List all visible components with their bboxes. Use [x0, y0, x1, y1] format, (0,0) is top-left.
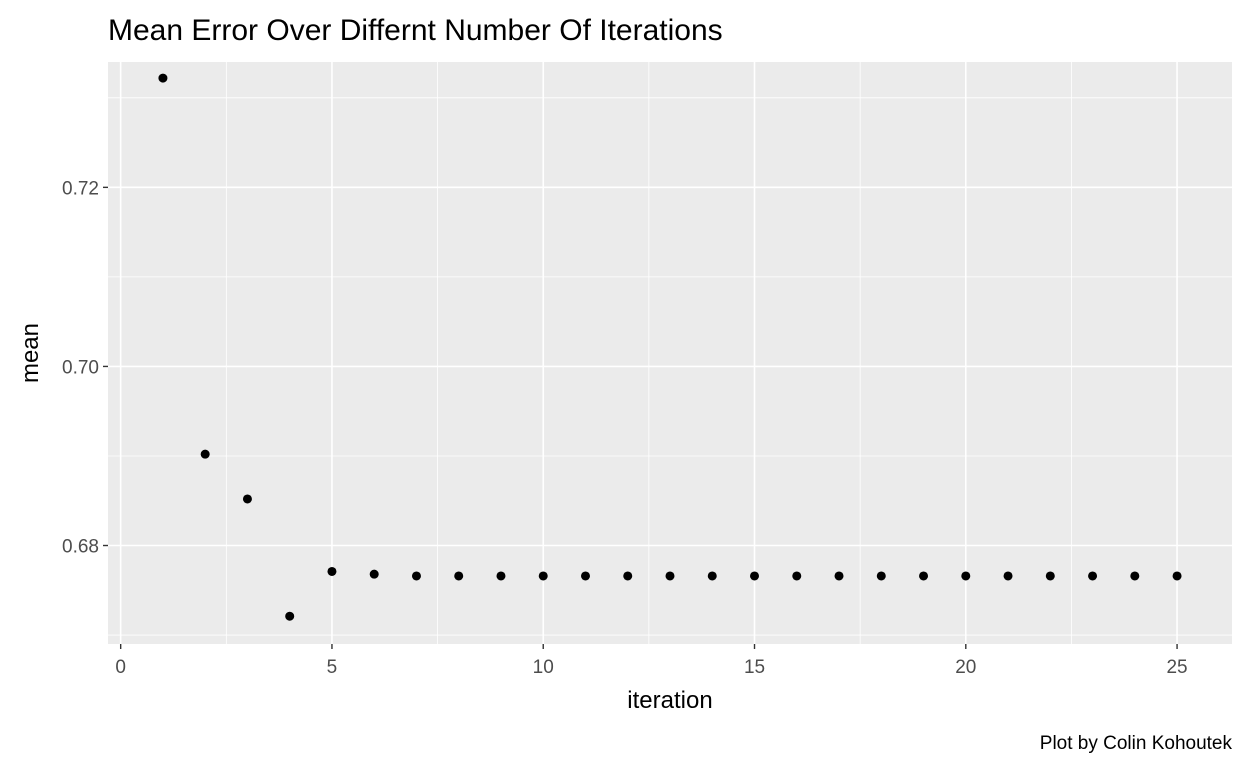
x-tick-label: 15: [744, 657, 765, 678]
data-point: [834, 571, 844, 581]
y-axis: 0.68 0.70 0.72: [62, 178, 108, 558]
data-point: [1172, 571, 1182, 581]
data-point: [158, 73, 168, 83]
plot-panel: [108, 62, 1232, 644]
data-point: [792, 571, 802, 581]
data-point: [961, 571, 971, 581]
data-point: [580, 571, 590, 581]
x-axis-title: iteration: [627, 687, 712, 714]
data-point: [750, 571, 760, 581]
data-point: [454, 571, 464, 581]
chart-caption: Plot by Colin Kohoutek: [1040, 733, 1233, 754]
data-point: [411, 571, 421, 581]
data-point: [665, 571, 675, 581]
data-point: [707, 571, 717, 581]
x-tick-label: 20: [955, 657, 976, 678]
data-point: [200, 449, 210, 459]
data-point: [1045, 571, 1055, 581]
data-points: [158, 73, 1182, 621]
data-point: [919, 571, 929, 581]
data-point: [876, 571, 886, 581]
data-point: [369, 569, 379, 579]
data-point: [285, 611, 295, 621]
x-axis: 0 5 10 15 20 25: [115, 644, 1188, 678]
minor-gridlines: [108, 62, 1232, 644]
x-tick-label: 5: [327, 657, 338, 678]
data-point: [623, 571, 633, 581]
y-tick-label: 0.70: [62, 357, 99, 378]
data-point: [1003, 571, 1013, 581]
y-tick-label: 0.72: [62, 178, 99, 199]
y-axis-title: mean: [17, 323, 44, 383]
chart-title: Mean Error Over Differnt Number Of Itera…: [108, 14, 723, 47]
data-point: [1130, 571, 1140, 581]
data-point: [538, 571, 548, 581]
data-point: [242, 494, 252, 504]
major-gridlines: [108, 62, 1232, 644]
data-point: [496, 571, 506, 581]
y-tick-label: 0.68: [62, 537, 99, 558]
x-tick-label: 25: [1166, 657, 1187, 678]
x-tick-label: 0: [115, 657, 126, 678]
data-point: [1088, 571, 1098, 581]
data-point: [327, 566, 337, 576]
x-tick-label: 10: [533, 657, 554, 678]
